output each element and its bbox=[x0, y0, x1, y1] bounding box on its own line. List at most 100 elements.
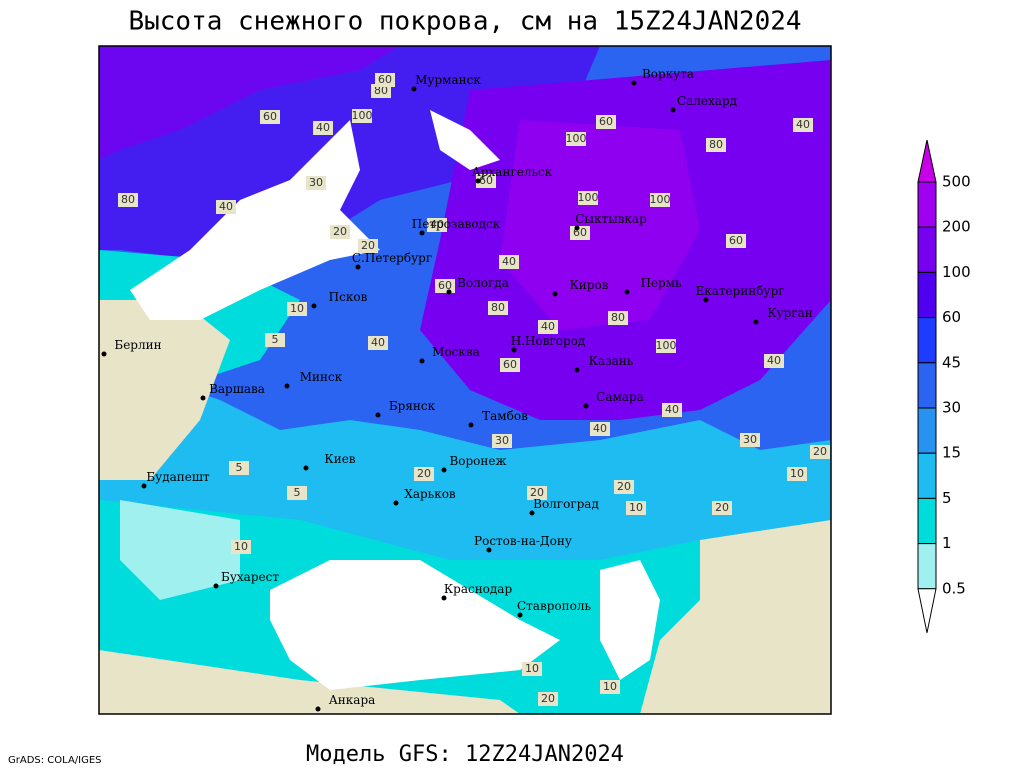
contour-label: 20 bbox=[361, 239, 375, 252]
contour-label: 5 bbox=[294, 486, 301, 499]
legend-label: 5 bbox=[942, 489, 952, 507]
contour-label: 10 bbox=[790, 467, 804, 480]
city-label: Киев bbox=[324, 452, 355, 466]
legend-swatch bbox=[917, 181, 937, 228]
city-label: Будапешт bbox=[146, 470, 210, 484]
city-label: Волгоград bbox=[533, 497, 599, 511]
contour-label-box bbox=[492, 434, 512, 448]
contour-label-box bbox=[578, 191, 598, 205]
contour-label: 60 bbox=[263, 110, 277, 123]
city-label: Краснодар bbox=[444, 582, 513, 596]
contour-label-box bbox=[706, 138, 726, 152]
city-dot bbox=[101, 351, 107, 357]
contour-label-box bbox=[538, 692, 558, 706]
contour-label-box bbox=[260, 110, 280, 124]
legend-label: 500 bbox=[942, 173, 971, 191]
contour-label-box bbox=[287, 302, 307, 316]
contour-label: 80 bbox=[611, 311, 625, 324]
contour-label: 100 bbox=[656, 339, 677, 352]
title: Высота снежного покрова, см на 15Z24JAN2… bbox=[128, 7, 801, 37]
contour-label: 40 bbox=[502, 255, 516, 268]
legend-label: 45 bbox=[942, 353, 961, 371]
contour-label-box bbox=[522, 662, 542, 676]
city-dot bbox=[670, 107, 676, 113]
city-dot bbox=[475, 178, 481, 184]
contour-label-box bbox=[650, 193, 670, 207]
city-label: С.Петербург bbox=[352, 251, 432, 265]
credit: GrADS: COLA/IGES bbox=[8, 755, 102, 766]
contour-label-box bbox=[793, 118, 813, 132]
city-label: Ростов-на-Дону bbox=[474, 534, 572, 548]
city-dot bbox=[631, 80, 637, 86]
contour-label-box bbox=[810, 445, 830, 459]
city-label: Самара bbox=[596, 390, 644, 404]
city-label: Пермь bbox=[640, 276, 682, 290]
city-dot bbox=[753, 319, 759, 325]
contour-label: 10 bbox=[525, 662, 539, 675]
city-dot bbox=[468, 422, 474, 428]
city-label: Екатеринбург bbox=[695, 284, 784, 298]
contour-label: 20 bbox=[617, 480, 631, 493]
contour-label: 100 bbox=[650, 193, 671, 206]
contour-label: 5 bbox=[236, 461, 243, 474]
contour-label-box bbox=[231, 540, 251, 554]
legend-triangle-top bbox=[917, 139, 937, 183]
contour-label-box bbox=[118, 193, 138, 207]
city-dot bbox=[552, 291, 558, 297]
contour-label: 40 bbox=[316, 121, 330, 134]
contour-label: 5 bbox=[272, 333, 279, 346]
contour-label: 60 bbox=[503, 358, 517, 371]
contour-label-box bbox=[414, 467, 434, 481]
city-dot bbox=[303, 465, 309, 471]
contour-label-box bbox=[499, 255, 519, 269]
legend-label: 15 bbox=[942, 444, 961, 462]
legend-swatch bbox=[917, 407, 937, 454]
footer: Модель GFS: 12Z24JAN2024 bbox=[306, 742, 624, 767]
contour-label: 20 bbox=[417, 467, 431, 480]
legend-swatch bbox=[917, 226, 937, 273]
city-label: Псков bbox=[329, 290, 368, 304]
legend-label: 200 bbox=[942, 218, 971, 236]
legend-swatch bbox=[917, 317, 937, 364]
contour-label-box bbox=[787, 467, 807, 481]
legend-swatch bbox=[917, 543, 937, 590]
city-dot bbox=[703, 297, 709, 303]
contour-label: 80 bbox=[374, 84, 388, 97]
city-dot bbox=[375, 412, 381, 418]
contour-label: 30 bbox=[743, 433, 757, 446]
contour-label-box bbox=[435, 279, 455, 293]
contour-label: 40 bbox=[219, 200, 233, 213]
contour-label: 40 bbox=[371, 336, 385, 349]
contour-label-box bbox=[600, 680, 620, 694]
contour-label-box bbox=[306, 176, 326, 190]
city-dot bbox=[419, 230, 425, 236]
city-label: Ставрополь bbox=[517, 599, 591, 613]
city-label: Тамбов bbox=[482, 409, 528, 423]
city-dot bbox=[315, 706, 321, 712]
contour-label: 40 bbox=[541, 320, 555, 333]
contour-label-box bbox=[216, 200, 236, 214]
city-label: Курган bbox=[767, 306, 812, 320]
legend-swatch bbox=[917, 452, 937, 499]
city-label: Салехард bbox=[677, 94, 737, 108]
contour-label-box bbox=[596, 115, 616, 129]
contour-label: 80 bbox=[491, 301, 505, 314]
city-dot bbox=[529, 510, 535, 516]
legend-label: 1 bbox=[942, 534, 952, 552]
map-frame bbox=[98, 45, 832, 715]
contour-label: 100 bbox=[352, 109, 373, 122]
city-label: Брянск bbox=[389, 399, 436, 413]
city-dot bbox=[284, 383, 290, 389]
contour-label: 100 bbox=[578, 191, 599, 204]
contour-label-box bbox=[287, 486, 307, 500]
city-label: Харьков bbox=[404, 487, 456, 501]
contour-label: 40 bbox=[593, 422, 607, 435]
city-label: Казань bbox=[589, 354, 634, 368]
city-dot bbox=[441, 467, 447, 473]
city-dot bbox=[486, 547, 492, 553]
contour-label: 10 bbox=[603, 680, 617, 693]
contour-label-box bbox=[371, 84, 391, 98]
legend-label: 30 bbox=[942, 399, 961, 417]
city-dot bbox=[141, 483, 147, 489]
